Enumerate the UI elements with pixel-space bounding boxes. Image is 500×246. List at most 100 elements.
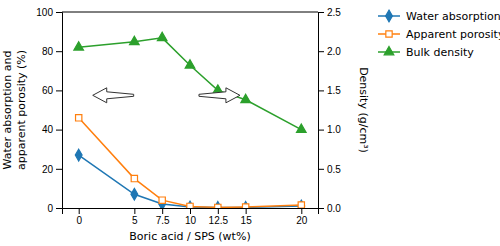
arrow [199, 88, 240, 103]
x-axis: 0 5 7.5 10 12.5 15 20 [63, 208, 319, 226]
series-group [74, 32, 306, 208]
tick-mark [318, 12, 324, 13]
tick: 1.0 [318, 124, 341, 135]
axis-line [56, 13, 63, 209]
x-axis-title: Boric acid / SPS (wt%) [129, 230, 250, 243]
tick-label: 2.0 [327, 46, 341, 57]
tick: 2.0 [318, 46, 341, 57]
tick: 12.5 [209, 208, 229, 226]
tick-mark [56, 130, 62, 131]
tick-label: 7.5 [156, 215, 170, 226]
marker [242, 202, 249, 208]
tick-label: 10 [185, 215, 197, 226]
marker [76, 115, 82, 121]
plot-area: 0 5 7.5 10 12.5 15 20 0 20 40 60 80 100 0.0 0.5 1.0 1.5 2… [36, 7, 341, 226]
tick: 1.5 [318, 85, 341, 96]
frame [62, 12, 318, 13]
marker [159, 197, 165, 203]
marker [187, 203, 193, 208]
marker [131, 188, 138, 200]
tick-mark [79, 208, 80, 214]
tick: 0.0 [318, 203, 341, 214]
tick-label: 0 [47, 203, 53, 214]
y-axis: 0 20 40 60 80 100 [36, 7, 62, 214]
line [79, 38, 302, 130]
legend: Water absorption Apparent porosity Bulk de… [378, 10, 500, 59]
marker [242, 204, 248, 208]
tick-label: 1.5 [327, 85, 341, 96]
y-axis-title: Water absorption andapparent porosity (%… [1, 50, 27, 170]
tick-mark [56, 12, 62, 13]
y2-axis: 0.0 0.5 1.0 1.5 2.0 2.5 [318, 7, 341, 214]
tick: 100 [36, 7, 62, 18]
line [79, 118, 302, 208]
marker [74, 42, 84, 50]
marker [187, 201, 194, 208]
tick-mark [190, 208, 191, 214]
line [79, 155, 302, 207]
tick: 0 [76, 208, 82, 226]
tick-mark [218, 208, 219, 214]
tick-mark [318, 90, 324, 91]
tick: 40 [42, 124, 62, 135]
marker [131, 175, 137, 181]
y2-axis-title: Density (g/cm³) [357, 67, 370, 153]
legend-item: Bulk density [378, 46, 474, 59]
marker [298, 200, 305, 208]
tick: 5 [132, 208, 138, 226]
tick: 0.5 [318, 164, 341, 175]
tick-label: 0 [76, 215, 82, 226]
marker [298, 202, 304, 208]
tick-mark [318, 169, 324, 170]
marker [215, 204, 221, 208]
axis-line [63, 209, 319, 215]
tick-mark [56, 169, 62, 170]
chart: 0 5 7.5 10 12.5 15 20 0 20 40 60 80 100 0.0 0.5 1.0 1.5 2… [0, 0, 500, 246]
axis-line [319, 13, 325, 209]
legend-marker [386, 31, 392, 37]
tick-label: 60 [42, 85, 54, 96]
marker [214, 202, 221, 208]
legend-label: Water absorption [406, 10, 500, 23]
marker [296, 124, 306, 132]
tick: 60 [42, 85, 62, 96]
tick: 0 [47, 203, 62, 214]
tick-label: 20 [42, 164, 54, 175]
tick-mark [56, 51, 62, 52]
legend-item: Water absorption [378, 10, 500, 23]
tick-label: 12.5 [209, 215, 229, 226]
tick-mark [162, 208, 163, 214]
tick-label: 1.0 [327, 124, 341, 135]
legend-label: Apparent porosity [406, 28, 500, 41]
tick-label: 2.5 [327, 7, 341, 18]
tick-label: 40 [42, 124, 54, 135]
tick-label: 0.5 [327, 164, 341, 175]
marker [157, 32, 167, 40]
marker [185, 60, 195, 68]
arrow [93, 88, 134, 103]
tick-label: 100 [36, 7, 53, 18]
tick: 7.5 [156, 208, 170, 226]
tick-mark [301, 208, 302, 214]
legend-marker [386, 10, 393, 22]
marker [75, 149, 82, 161]
tick: 20 [42, 164, 62, 175]
tick-mark [134, 208, 135, 214]
tick: 15 [241, 208, 253, 226]
tick-label: 80 [42, 46, 54, 57]
legend-label: Bulk density [406, 46, 474, 59]
tick-mark [56, 208, 62, 209]
tick-label: 20 [296, 215, 308, 226]
tick-mark [318, 208, 324, 209]
legend-item: Apparent porosity [378, 28, 500, 41]
tick-label: 15 [241, 215, 253, 226]
tick-mark [246, 208, 247, 214]
tick-label: 5 [132, 215, 138, 226]
marker [241, 94, 251, 102]
tick-mark [318, 130, 324, 131]
tick-mark [56, 90, 62, 91]
tick: 2.5 [318, 7, 341, 18]
tick: 10 [185, 208, 197, 226]
tick: 80 [42, 46, 62, 57]
tick-label: 0.0 [327, 203, 341, 214]
